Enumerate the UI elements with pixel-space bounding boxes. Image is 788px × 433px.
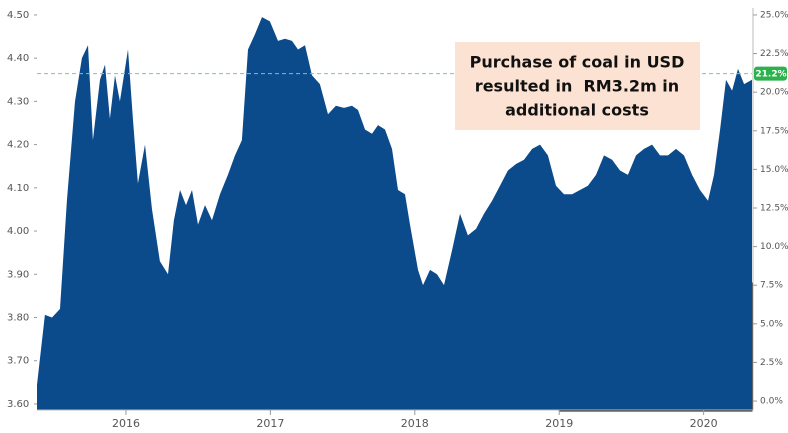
y2-tick-label: 20.0% bbox=[760, 88, 788, 98]
x-tick-label: 2020 bbox=[690, 417, 718, 430]
y-tick-label: 3.90 bbox=[7, 269, 29, 280]
y2-tick-label: 7.5% bbox=[760, 281, 783, 291]
reference-badge bbox=[754, 66, 787, 81]
y-tick-label: 4.00 bbox=[7, 226, 29, 237]
y-tick-label: 3.80 bbox=[7, 312, 29, 323]
y2-tick-label: 12.5% bbox=[760, 203, 788, 213]
y2-tick-label: 25.0% bbox=[760, 10, 788, 20]
y-tick-label: 4.40 bbox=[7, 53, 29, 64]
x-tick-label: 2017 bbox=[256, 417, 284, 430]
y2-tick-label: 10.0% bbox=[760, 242, 788, 252]
y-tick-label: 4.10 bbox=[7, 183, 29, 194]
y-tick-label: 3.70 bbox=[7, 356, 29, 367]
y2-tick-label: 0.0% bbox=[760, 397, 783, 407]
y2-tick-label: 15.0% bbox=[760, 165, 788, 175]
y-tick-label: 3.60 bbox=[7, 399, 29, 410]
area bbox=[37, 17, 752, 410]
x-tick-label: 2018 bbox=[401, 417, 429, 430]
y2-tick-label: 5.0% bbox=[760, 319, 783, 329]
annotation-text: resulted in RM3.2m in bbox=[475, 77, 679, 96]
annotation-text: additional costs bbox=[505, 101, 649, 120]
y-tick-label: 4.20 bbox=[7, 140, 29, 151]
y-tick-label: 4.50 bbox=[7, 10, 29, 21]
x-tick-label: 2016 bbox=[112, 417, 140, 430]
y2-tick-label: 2.5% bbox=[760, 358, 783, 368]
x-tick-label: 2019 bbox=[545, 417, 573, 430]
annotation-text: Purchase of coal in USD bbox=[470, 53, 685, 72]
y-tick-label: 4.30 bbox=[7, 96, 29, 107]
reference-label: 21.2% bbox=[755, 70, 786, 80]
y2-tick-label: 22.5% bbox=[760, 49, 788, 59]
y2-tick-label: 17.5% bbox=[760, 126, 788, 136]
annotation-box bbox=[455, 42, 700, 130]
